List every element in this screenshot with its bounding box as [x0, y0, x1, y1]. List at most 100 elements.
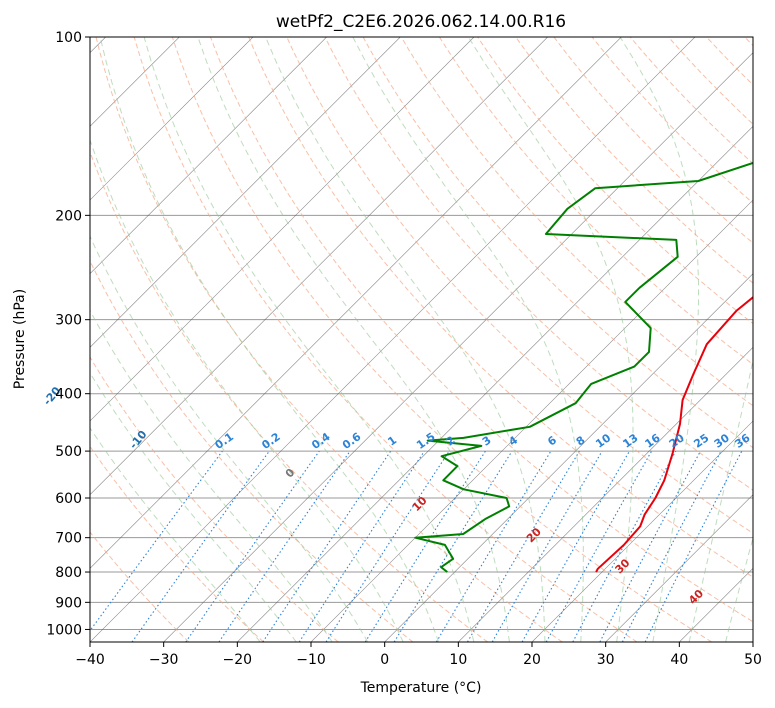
- mixing-ratio-line: [131, 450, 270, 642]
- x-tick-label: −20: [223, 652, 253, 668]
- mixing-ratio-line: [521, 450, 630, 642]
- isotherm-line: [384, 273, 753, 642]
- chart-title: wetPf2_C2E6.2026.062.14.00.R16: [276, 12, 566, 32]
- isotherm-line: [90, 37, 401, 348]
- y-tick-label: 500: [55, 444, 82, 460]
- mixing-ratio-label: 1.5: [414, 430, 437, 452]
- moist-adiabat-line: [619, 37, 699, 642]
- x-tick-label: −30: [149, 652, 179, 668]
- mixing-ratio-label: 25: [691, 431, 711, 450]
- dry-adiabat-line: [248, 37, 753, 578]
- isotherm-line: [163, 52, 753, 642]
- isotherm-line: [531, 420, 753, 642]
- isotherm-line: [310, 199, 753, 642]
- mixing-ratio-line: [572, 450, 677, 642]
- mixing-ratio-label: 10: [593, 431, 613, 451]
- dry-adiabat-line: [591, 37, 753, 204]
- moist-adiabat-label: 0: [283, 466, 298, 481]
- isotherm-line: [90, 37, 548, 496]
- moist-adiabat-line: [90, 371, 297, 642]
- dry-adiabat-line: [90, 531, 190, 642]
- dry-adiabat-line: [95, 37, 563, 642]
- isotherm-line: [237, 125, 753, 642]
- dry-adiabat-line: [515, 37, 753, 284]
- y-tick-label: 900: [55, 595, 82, 611]
- mixing-ratio-line: [325, 450, 450, 642]
- x-tick-label: 0: [380, 652, 389, 668]
- mixing-ratio-label: 30: [712, 431, 732, 451]
- dry-adiabat-line: [668, 37, 753, 125]
- mixing-ratio-line: [185, 450, 320, 642]
- mixing-ratio-label: 0.6: [340, 430, 364, 452]
- dry-adiabat-line: [90, 356, 339, 642]
- mixing-ratio-label: 4: [506, 433, 520, 448]
- dry-adiabat-line: [90, 259, 414, 642]
- mixing-ratio-label: 1: [385, 434, 399, 449]
- x-tick-label: 50: [744, 652, 762, 668]
- mixing-ratio-line: [90, 450, 223, 632]
- mixing-ratio-label: 2: [444, 434, 458, 449]
- axis-ticks: −40 −30 −20 −10 0 10 20 30 40 5010020030040050060…: [46, 30, 762, 668]
- isotherm-line: [90, 37, 327, 275]
- isotherm-line: [90, 37, 622, 569]
- moist-adiabat-line: [197, 37, 510, 642]
- moist-adiabat-line: [90, 138, 404, 642]
- isotherm-line: [90, 37, 475, 422]
- y-tick-label: 700: [55, 531, 82, 547]
- plot-frame: [89, 36, 754, 643]
- mixing-ratio-line: [644, 450, 743, 642]
- dewpoint-line: [414, 161, 753, 573]
- dry-adiabat-line: [133, 37, 638, 642]
- mixing-ratio-label: 0.2: [259, 430, 282, 452]
- y-tick-label: 100: [55, 30, 82, 46]
- dry-adiabat-line: [362, 37, 753, 449]
- moist-adiabat-line: [90, 309, 333, 642]
- moist-adiabat-line: [265, 37, 546, 642]
- mixing-ratio-line: [599, 450, 701, 642]
- x-tick-label: 20: [523, 652, 541, 668]
- isotherm-line: [605, 494, 753, 642]
- y-axis-label: Pressure (hPa): [12, 289, 28, 389]
- moist-adiabat-line: [725, 536, 753, 642]
- moist-adiabat-line: [90, 427, 261, 642]
- mixing-ratio-label: 20: [667, 431, 687, 451]
- isotherm-line: [752, 641, 753, 642]
- mixing-ratio-line: [262, 450, 392, 642]
- moist-adiabat-line: [143, 37, 475, 642]
- mixing-ratio-line: [298, 450, 425, 642]
- moist-adiabat-label: 20: [524, 525, 544, 545]
- dry-adiabat-line: [553, 37, 753, 244]
- y-tick-label: 1000: [46, 622, 82, 638]
- dry-adiabat-line: [400, 37, 753, 407]
- y-tick-label: 800: [55, 565, 82, 581]
- mixing-ratio-line: [218, 450, 351, 642]
- mixing-ratio-label: 36: [733, 431, 753, 451]
- data-layer: [414, 161, 753, 573]
- dry-adiabat-line: [90, 150, 488, 642]
- grid-layer: [90, 37, 753, 642]
- mixing-ratio-line: [621, 450, 722, 642]
- dry-adiabat-line: [90, 445, 264, 642]
- mixing-ratio-label: 6: [545, 433, 559, 448]
- dry-adiabat-line: [706, 37, 753, 86]
- moist-adiabat-line: [688, 358, 753, 642]
- moist-adiabat-label: 30: [613, 556, 633, 576]
- isotherm-line: [90, 37, 254, 201]
- x-tick-label: −40: [75, 652, 105, 668]
- x-tick-label: 10: [449, 652, 467, 668]
- x-axis-label: Temperature (°C): [360, 680, 482, 696]
- x-tick-label: 40: [670, 652, 688, 668]
- mixing-ratio-line: [545, 450, 653, 642]
- dry-adiabat-line: [438, 37, 753, 366]
- moist-adiabat-line: [99, 37, 439, 642]
- mixing-ratio-label: 16: [643, 431, 663, 451]
- dry-adiabat-label: -10: [127, 428, 150, 452]
- dry-adiabat-line: [171, 37, 712, 642]
- dry-adiabat-line: [324, 37, 753, 491]
- isotherm-line: [458, 346, 753, 642]
- mixing-ratio-label: 13: [621, 431, 641, 450]
- moist-adiabat-line: [352, 37, 584, 642]
- isotherm-line: [90, 37, 696, 642]
- moist-adiabat-line: [90, 234, 369, 642]
- y-tick-label: 300: [55, 313, 82, 329]
